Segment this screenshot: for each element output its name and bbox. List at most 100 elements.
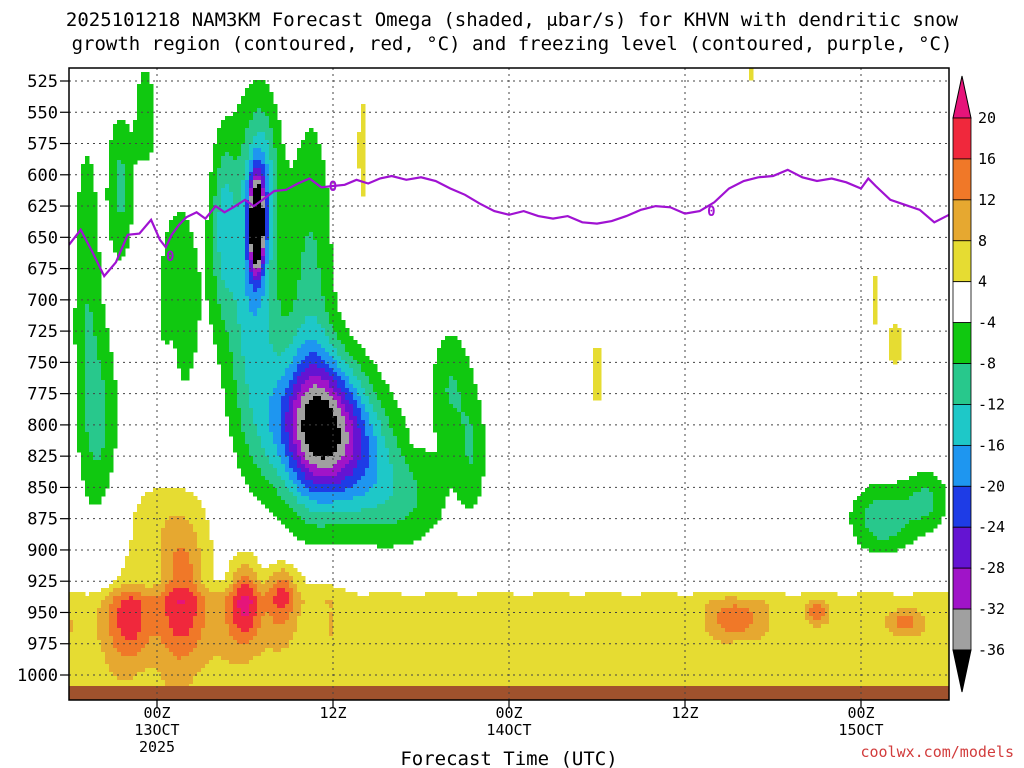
- omega-cell: [269, 616, 274, 621]
- omega-cell: [117, 580, 122, 585]
- omega-cell: [249, 140, 254, 145]
- omega-cell: [265, 300, 270, 305]
- omega-cell: [249, 424, 254, 429]
- omega-cell: [133, 660, 138, 665]
- omega-cell: [169, 508, 174, 513]
- omega-cell: [217, 180, 222, 185]
- omega-cell: [85, 668, 90, 673]
- omega-cell: [97, 400, 102, 405]
- omega-cell: [233, 408, 238, 413]
- omega-cell: [73, 332, 78, 337]
- omega-cell: [245, 356, 250, 361]
- omega-cell: [89, 180, 94, 185]
- omega-cell: [169, 660, 174, 665]
- omega-cell: [237, 332, 242, 337]
- omega-cell: [157, 532, 162, 537]
- omega-cell: [101, 632, 106, 637]
- omega-cell: [229, 668, 234, 673]
- omega-cell: [273, 672, 278, 677]
- omega-cell: [257, 424, 262, 429]
- omega-cell: [101, 452, 106, 457]
- omega-cell: [229, 596, 234, 601]
- omega-cell: [257, 336, 262, 341]
- omega-cell: [277, 620, 282, 625]
- omega-cell: [245, 112, 250, 117]
- omega-cell: [77, 216, 82, 221]
- omega-cell: [265, 568, 270, 573]
- omega-cell: [225, 604, 230, 609]
- omega-cell: [237, 428, 242, 433]
- omega-cell: [281, 212, 286, 217]
- omega-cell: [277, 208, 282, 213]
- omega-cell: [89, 396, 94, 401]
- omega-cell: [261, 236, 266, 241]
- omega-cell: [161, 504, 166, 509]
- omega-cell: [129, 636, 134, 641]
- omega-cell: [177, 516, 182, 521]
- omega-cell: [145, 524, 150, 529]
- omega-cell: [161, 536, 166, 541]
- omega-cell: [129, 660, 134, 665]
- omega-cell: [105, 380, 110, 385]
- omega-cell: [81, 632, 86, 637]
- omega-cell: [233, 388, 238, 393]
- omega-cell: [277, 436, 282, 441]
- omega-cell: [177, 220, 182, 225]
- omega-cell: [197, 596, 202, 601]
- omega-cell: [81, 332, 86, 337]
- omega-cell: [245, 268, 250, 273]
- omega-cell: [269, 500, 274, 505]
- omega-cell: [201, 636, 206, 641]
- omega-cell: [73, 624, 78, 629]
- omega-cell: [273, 176, 278, 181]
- omega-cell: [189, 528, 194, 533]
- omega-cell: [145, 536, 150, 541]
- omega-cell: [141, 132, 146, 137]
- omega-cell: [173, 216, 178, 221]
- omega-cell: [125, 588, 130, 593]
- omega-cell: [85, 644, 90, 649]
- omega-cell: [273, 300, 278, 305]
- omega-cell: [237, 292, 242, 297]
- omega-cell: [257, 112, 262, 117]
- omega-cell: [77, 344, 82, 349]
- omega-cell: [217, 240, 222, 245]
- omega-cell: [209, 668, 214, 673]
- omega-cell: [225, 676, 230, 681]
- omega-cell: [261, 84, 266, 89]
- omega-cell: [125, 680, 130, 685]
- omega-cell: [141, 676, 146, 681]
- omega-cell: [281, 280, 286, 285]
- omega-cell: [165, 312, 170, 317]
- omega-cell: [265, 212, 270, 217]
- omega-cell: [217, 588, 222, 593]
- omega-cell: [237, 384, 242, 389]
- omega-cell: [233, 268, 238, 273]
- omega-cell: [249, 460, 254, 465]
- omega-cell: [257, 460, 262, 465]
- omega-cell: [245, 360, 250, 365]
- omega-cell: [269, 336, 274, 341]
- omega-cell: [265, 388, 270, 393]
- omega-cell: [105, 372, 110, 377]
- omega-cell: [233, 660, 238, 665]
- omega-cell: [281, 412, 286, 417]
- omega-cell: [253, 88, 258, 93]
- omega-cell: [237, 560, 242, 565]
- omega-cell: [157, 508, 162, 513]
- omega-cell: [145, 604, 150, 609]
- omega-cell: [201, 520, 206, 525]
- omega-cell: [265, 200, 270, 205]
- omega-cell: [125, 608, 130, 613]
- omega-cell: [221, 268, 226, 273]
- omega-cell: [189, 556, 194, 561]
- omega-cell: [277, 352, 282, 357]
- omega-cell: [133, 588, 138, 593]
- omega-cell: [253, 168, 258, 173]
- omega-cell: [233, 444, 238, 449]
- omega-cell: [141, 524, 146, 529]
- omega-cell: [69, 676, 74, 681]
- omega-cell: [81, 228, 86, 233]
- omega-cell: [285, 184, 290, 189]
- omega-cell: [221, 632, 226, 637]
